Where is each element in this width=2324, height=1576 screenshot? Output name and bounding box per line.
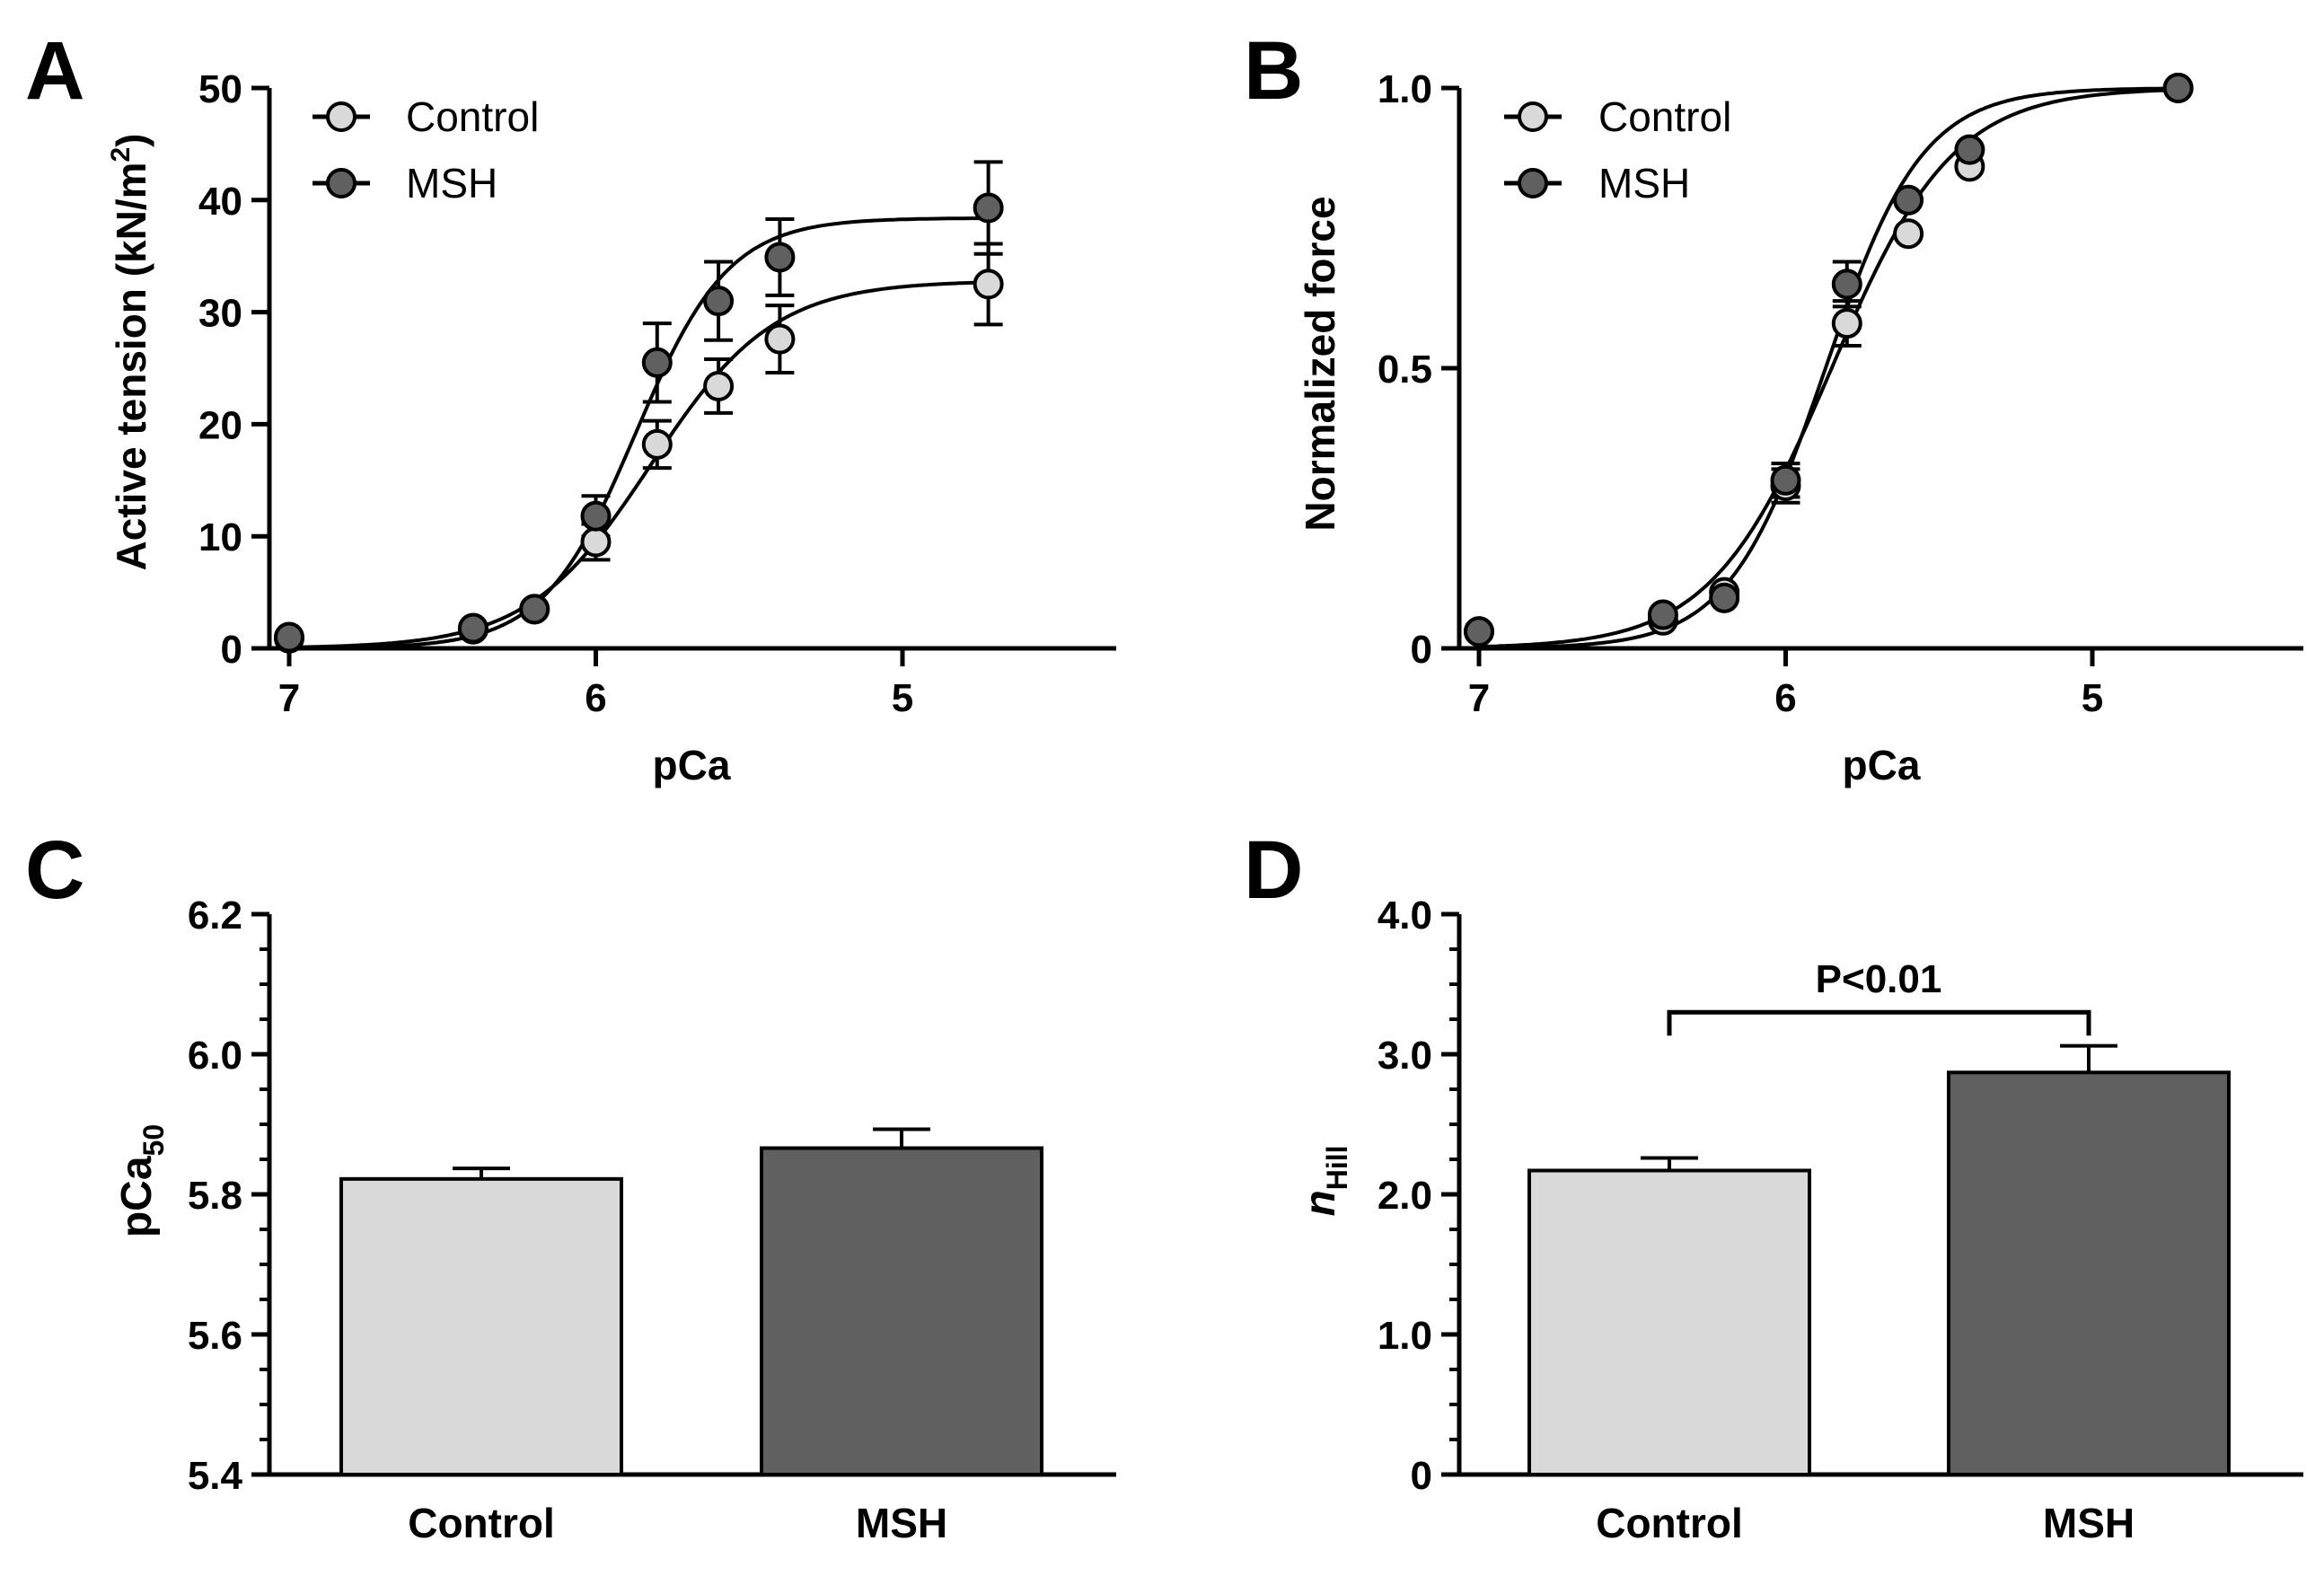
data-point-msh bbox=[973, 192, 1004, 224]
panel-label-a: A bbox=[25, 25, 84, 117]
fit-curve-control bbox=[1478, 88, 2179, 649]
x-category-label: Control bbox=[408, 1500, 555, 1546]
legend-label-msh: MSH bbox=[406, 160, 497, 207]
panel-a: A Active tension (kN/m2) pCa Control MSH… bbox=[25, 25, 1116, 788]
data-point-msh bbox=[641, 347, 673, 378]
y-tick-label: 5.6 bbox=[188, 1314, 242, 1358]
data-point-msh bbox=[1709, 582, 1740, 613]
x-tick-label: 7 bbox=[1468, 676, 1490, 720]
data-point-msh bbox=[1464, 616, 1494, 647]
data-point-msh bbox=[457, 612, 489, 644]
panel-label-d: D bbox=[1244, 824, 1303, 916]
data-point-control bbox=[580, 526, 612, 558]
x-tick-label: 5 bbox=[892, 676, 913, 720]
y-tick-label: 6.0 bbox=[188, 1034, 242, 1078]
y-tick-label: 6.2 bbox=[188, 894, 242, 938]
legend-marker-msh bbox=[326, 168, 357, 198]
y-tick-label: 0 bbox=[1411, 628, 1432, 672]
fit-curve-msh bbox=[289, 216, 989, 650]
y-axis-label-d: nHill bbox=[1297, 1145, 1353, 1216]
panel-b: B Normalized force pCa Control MSH 0 0.5 1… bbox=[1244, 25, 2303, 788]
legend-marker-control bbox=[326, 101, 357, 132]
fit-curve-msh bbox=[1479, 86, 2179, 650]
y-tick-label: 3.0 bbox=[1378, 1034, 1432, 1078]
x-category-label: MSH bbox=[2043, 1500, 2135, 1546]
bar-control bbox=[339, 1176, 623, 1476]
y-tick-label: 0 bbox=[1411, 1454, 1432, 1498]
y-tick-label: 0 bbox=[221, 628, 242, 672]
fit-curve-control bbox=[288, 280, 989, 649]
data-point-msh bbox=[703, 286, 735, 317]
x-axis-label-b: pCa bbox=[1843, 742, 1921, 788]
legend-marker-control bbox=[1518, 101, 1548, 132]
data-point-control bbox=[764, 323, 796, 355]
x-axis-label-a: pCa bbox=[653, 742, 731, 788]
panel-label-b: B bbox=[1244, 25, 1303, 117]
data-point-control bbox=[1831, 308, 1862, 339]
data-point-msh bbox=[764, 242, 796, 273]
y-tick-label: 2.0 bbox=[1378, 1174, 1432, 1218]
y-axis-label-a: Active tension (kN/m2) bbox=[106, 133, 154, 570]
bar-control bbox=[1527, 1168, 1811, 1476]
legend-label-control: Control bbox=[406, 93, 539, 140]
x-tick-label: 7 bbox=[278, 676, 300, 720]
legend-a: Control MSH bbox=[313, 93, 539, 207]
data-point-msh bbox=[2162, 73, 2194, 103]
bar-msh bbox=[1947, 1070, 2231, 1477]
data-point-msh bbox=[1893, 184, 1924, 216]
panel-d: D nHill P<0.01 0 1.0 2.0 3.0 4.0 Control MSH bbox=[1244, 824, 2303, 1546]
bar-msh bbox=[760, 1146, 1043, 1477]
y-axis-label-b: Normalized force bbox=[1297, 196, 1343, 531]
legend-label-msh: MSH bbox=[1598, 160, 1690, 207]
data-point-control bbox=[641, 428, 673, 460]
legend-marker-msh bbox=[1518, 168, 1548, 198]
data-point-msh bbox=[1831, 269, 1862, 300]
legend-b: Control MSH bbox=[1504, 93, 1731, 207]
y-tick-label: 5.4 bbox=[188, 1454, 243, 1498]
y-tick-label: 50 bbox=[198, 67, 242, 111]
data-point-msh bbox=[1954, 134, 1985, 165]
data-point-msh bbox=[1647, 599, 1678, 630]
panel-label-c: C bbox=[25, 824, 84, 916]
data-point-msh bbox=[1770, 464, 1801, 496]
data-point-control bbox=[973, 269, 1004, 300]
x-tick-label: 5 bbox=[2082, 676, 2103, 720]
y-axis-label-c: pCa50 bbox=[113, 1124, 170, 1237]
y-tick-label: 1.0 bbox=[1378, 1314, 1432, 1358]
significance-bracket bbox=[1667, 1009, 2091, 1036]
x-category-label: Control bbox=[1596, 1500, 1743, 1546]
data-point-control bbox=[703, 370, 735, 401]
y-tick-label: 1.0 bbox=[1378, 67, 1432, 111]
data-point-control bbox=[1893, 218, 1924, 250]
panel-c: C pCa50 5.4 5.6 5.8 6.0 6.2 Control MSH bbox=[25, 824, 1116, 1546]
y-tick-label: 30 bbox=[198, 292, 242, 336]
y-tick-label: 4.0 bbox=[1378, 894, 1432, 938]
significance-label: P<0.01 bbox=[1816, 957, 1942, 1001]
data-point-msh bbox=[274, 621, 304, 653]
y-tick-label: 20 bbox=[198, 403, 242, 447]
data-point-msh bbox=[580, 500, 612, 532]
y-tick-label: 40 bbox=[198, 180, 242, 224]
x-tick-label: 6 bbox=[1774, 676, 1796, 720]
y-tick-label: 0.5 bbox=[1378, 348, 1432, 392]
y-tick-label: 5.8 bbox=[188, 1174, 242, 1218]
legend-label-control: Control bbox=[1598, 93, 1731, 140]
data-point-msh bbox=[519, 594, 550, 625]
y-tick-label: 10 bbox=[198, 515, 242, 559]
x-tick-label: 6 bbox=[585, 676, 606, 720]
x-category-label: MSH bbox=[856, 1500, 947, 1546]
